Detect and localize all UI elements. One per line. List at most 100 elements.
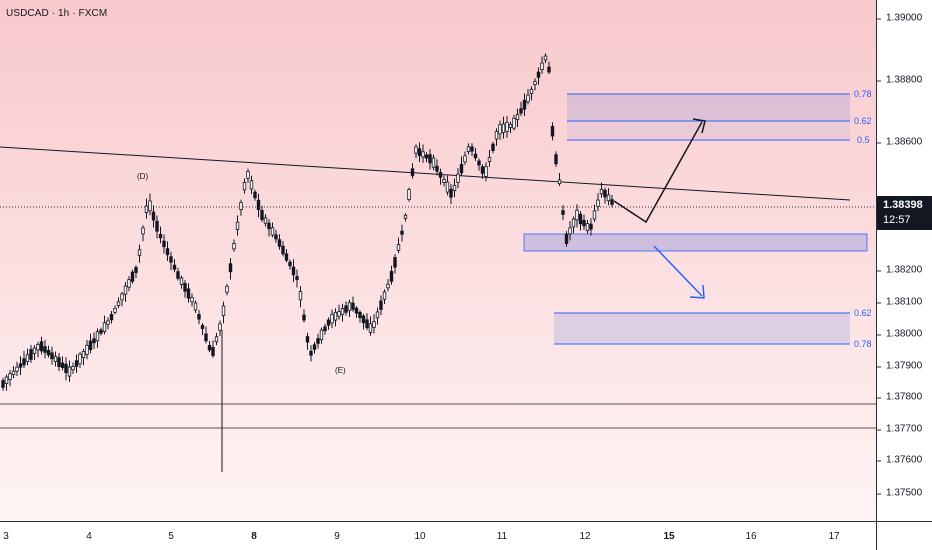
candle-bullish[interactable] — [466, 146, 471, 152]
candle-bullish[interactable] — [340, 308, 345, 315]
candle-bearish[interactable] — [197, 313, 201, 320]
candle-bullish[interactable] — [330, 313, 334, 324]
candle-bullish[interactable] — [102, 322, 107, 332]
candle-bearish[interactable] — [435, 165, 439, 172]
candle-bearish[interactable] — [417, 148, 422, 157]
candle-bullish[interactable] — [431, 157, 436, 168]
candle-bearish[interactable] — [389, 271, 394, 282]
candle-bearish[interactable] — [277, 239, 282, 247]
candle-bullish[interactable] — [263, 217, 268, 224]
candle-bearish[interactable] — [473, 153, 478, 159]
candle-bullish[interactable] — [214, 336, 219, 343]
candle-bullish[interactable] — [508, 123, 513, 128]
candle-bullish[interactable] — [606, 194, 611, 202]
candle-bearish[interactable] — [109, 313, 114, 321]
candle-bearish[interactable] — [158, 233, 163, 239]
candle-bearish[interactable] — [578, 213, 583, 225]
candle-bearish[interactable] — [438, 172, 443, 178]
candle-bullish[interactable] — [375, 311, 380, 319]
candle-bearish[interactable] — [228, 263, 233, 273]
candle-bearish[interactable] — [610, 199, 614, 205]
candle-bearish[interactable] — [288, 261, 292, 267]
candle-bearish[interactable] — [186, 288, 191, 299]
candle-bullish[interactable] — [333, 311, 338, 321]
candle-bullish[interactable] — [599, 189, 604, 195]
candle-bullish[interactable] — [575, 209, 579, 221]
candle-bullish[interactable] — [106, 320, 110, 325]
time-axis[interactable]: 3 4 5 8 9 10 11 12 15 16 17 — [0, 521, 876, 550]
candle-bearish[interactable] — [18, 363, 23, 368]
candle-bullish[interactable] — [193, 302, 198, 311]
candle-bullish[interactable] — [421, 151, 425, 158]
candle-bearish[interactable] — [358, 311, 362, 319]
candle-bearish[interactable] — [323, 326, 327, 332]
candle-bearish[interactable] — [550, 125, 555, 137]
candle-bullish[interactable] — [270, 227, 275, 236]
candle-bullish[interactable] — [407, 189, 411, 200]
candle-bullish[interactable] — [403, 214, 408, 219]
candle-bearish[interactable] — [207, 344, 212, 351]
candle-bullish[interactable] — [116, 301, 121, 306]
candle-bullish[interactable] — [36, 343, 40, 351]
candle-bearish[interactable] — [1, 380, 5, 388]
candle-bullish[interactable] — [512, 117, 516, 129]
candle-bullish[interactable] — [452, 185, 457, 191]
candle-bullish[interactable] — [179, 277, 184, 285]
candle-bullish[interactable] — [463, 155, 467, 163]
candle-bullish[interactable] — [592, 210, 597, 220]
candle-bearish[interactable] — [169, 256, 173, 263]
demand-zone[interactable] — [523, 233, 868, 252]
candle-bullish[interactable] — [501, 123, 506, 133]
candle-bullish[interactable] — [67, 366, 72, 377]
candle-bullish[interactable] — [487, 157, 492, 162]
candle-bullish[interactable] — [221, 305, 226, 316]
candle-bullish[interactable] — [25, 354, 30, 362]
candle-bullish[interactable] — [505, 122, 509, 132]
candle-bullish[interactable] — [571, 218, 576, 228]
candle-bearish[interactable] — [589, 223, 593, 230]
candle-bullish[interactable] — [239, 202, 243, 210]
candle-bearish[interactable] — [428, 154, 432, 164]
candle-bearish[interactable] — [162, 240, 166, 248]
candle-bullish[interactable] — [246, 170, 250, 179]
candle-bearish[interactable] — [291, 266, 296, 276]
candle-bearish[interactable] — [88, 340, 93, 351]
candle-bullish[interactable] — [456, 173, 460, 183]
candle-bearish[interactable] — [351, 302, 355, 310]
candle-bullish[interactable] — [543, 55, 548, 61]
candle-bearish[interactable] — [60, 362, 65, 368]
candle-bullish[interactable] — [298, 291, 303, 301]
bearish-projection-arrow[interactable] — [653, 245, 703, 297]
candle-bearish[interactable] — [312, 344, 317, 350]
candle-bearish[interactable] — [309, 350, 313, 356]
candle-bearish[interactable] — [99, 329, 103, 334]
candle-bullish[interactable] — [8, 373, 12, 380]
candle-bearish[interactable] — [480, 166, 485, 174]
candle-bullish[interactable] — [218, 323, 222, 331]
candle-bullish[interactable] — [123, 285, 128, 295]
candle-bearish[interactable] — [57, 357, 61, 367]
candle-bearish[interactable] — [519, 108, 523, 114]
candle-bullish[interactable] — [515, 114, 520, 120]
candle-bearish[interactable] — [274, 234, 278, 240]
candle-bearish[interactable] — [29, 349, 33, 360]
candle-bullish[interactable] — [414, 146, 418, 154]
candle-bearish[interactable] — [522, 99, 527, 110]
candle-bullish[interactable] — [529, 88, 534, 94]
candle-bearish[interactable] — [361, 315, 366, 324]
candle-bearish[interactable] — [155, 220, 159, 232]
candle-bearish[interactable] — [284, 253, 289, 261]
candle-bullish[interactable] — [368, 323, 373, 333]
candle-bullish[interactable] — [53, 355, 58, 362]
candle-bearish[interactable] — [43, 346, 47, 353]
candle-bullish[interactable] — [526, 94, 530, 103]
price-chart-area[interactable]: 0.78 0.62 0.5 0.62 0.78 (D) (E) USDCAD ·… — [0, 0, 876, 521]
candle-bearish[interactable] — [326, 319, 331, 326]
candle-bearish[interactable] — [151, 211, 156, 221]
candle-bullish[interactable] — [15, 366, 19, 372]
candle-bearish[interactable] — [379, 300, 383, 310]
candle-bullish[interactable] — [396, 244, 401, 251]
candle-bearish[interactable] — [424, 154, 429, 159]
candle-bearish[interactable] — [64, 363, 68, 373]
candle-bullish[interactable] — [71, 366, 75, 371]
